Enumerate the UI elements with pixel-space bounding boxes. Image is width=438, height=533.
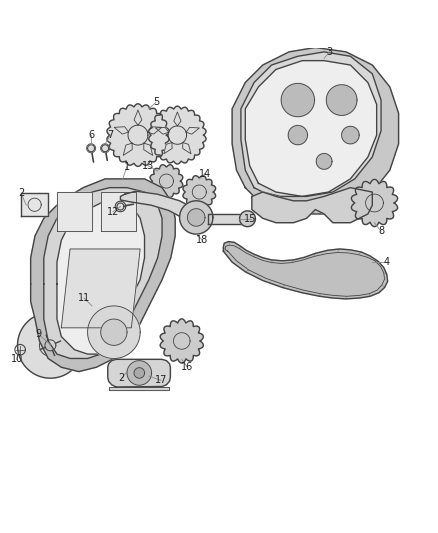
Polygon shape [183, 142, 191, 154]
Polygon shape [351, 179, 398, 227]
Text: 4: 4 [383, 257, 389, 267]
Text: 1: 1 [124, 161, 130, 172]
Polygon shape [149, 106, 206, 164]
Polygon shape [174, 112, 181, 126]
Polygon shape [61, 249, 140, 328]
Polygon shape [134, 368, 145, 378]
Polygon shape [150, 165, 183, 197]
Text: 11: 11 [78, 293, 90, 303]
Polygon shape [208, 214, 245, 223]
Polygon shape [86, 300, 98, 312]
Polygon shape [180, 201, 213, 234]
Polygon shape [88, 145, 95, 152]
Polygon shape [101, 319, 127, 345]
Polygon shape [57, 192, 92, 231]
Polygon shape [252, 188, 372, 223]
Polygon shape [120, 191, 204, 226]
Polygon shape [88, 306, 140, 359]
Polygon shape [21, 193, 48, 216]
Polygon shape [288, 125, 307, 145]
Polygon shape [342, 126, 359, 144]
Polygon shape [155, 127, 169, 134]
Text: 3: 3 [326, 47, 332, 57]
Polygon shape [107, 104, 169, 166]
Text: 13: 13 [142, 161, 154, 171]
Polygon shape [101, 192, 136, 231]
Polygon shape [108, 359, 170, 387]
Polygon shape [123, 143, 132, 155]
Polygon shape [186, 127, 199, 134]
Polygon shape [45, 340, 56, 351]
Text: 2: 2 [18, 188, 24, 198]
Polygon shape [44, 188, 162, 359]
Polygon shape [117, 203, 124, 210]
Text: 8: 8 [378, 227, 384, 237]
Polygon shape [316, 154, 332, 169]
Text: 6: 6 [88, 130, 94, 140]
Polygon shape [187, 209, 205, 226]
Text: 15: 15 [244, 214, 257, 224]
Polygon shape [114, 127, 128, 134]
Polygon shape [31, 179, 175, 372]
Text: 2: 2 [119, 373, 125, 383]
Polygon shape [144, 143, 153, 155]
Text: 7: 7 [107, 130, 113, 140]
Polygon shape [223, 241, 388, 299]
Polygon shape [148, 127, 162, 134]
Polygon shape [102, 145, 109, 152]
Text: 17: 17 [155, 375, 167, 385]
Polygon shape [232, 47, 399, 214]
Polygon shape [241, 52, 381, 197]
Polygon shape [245, 61, 377, 197]
Text: 10: 10 [11, 354, 23, 365]
Text: 12: 12 [107, 207, 119, 217]
Polygon shape [57, 201, 145, 354]
Text: 14: 14 [199, 168, 211, 179]
Text: 5: 5 [153, 97, 159, 107]
Polygon shape [160, 319, 203, 363]
Polygon shape [281, 84, 314, 117]
Text: 9: 9 [35, 329, 42, 340]
Text: 16: 16 [181, 362, 194, 372]
Polygon shape [183, 176, 215, 208]
Polygon shape [240, 211, 255, 227]
Polygon shape [18, 312, 83, 378]
Polygon shape [164, 142, 172, 154]
Polygon shape [326, 85, 357, 115]
Polygon shape [127, 361, 152, 385]
Text: 18: 18 [196, 235, 208, 245]
Polygon shape [134, 110, 142, 125]
Polygon shape [109, 387, 169, 390]
